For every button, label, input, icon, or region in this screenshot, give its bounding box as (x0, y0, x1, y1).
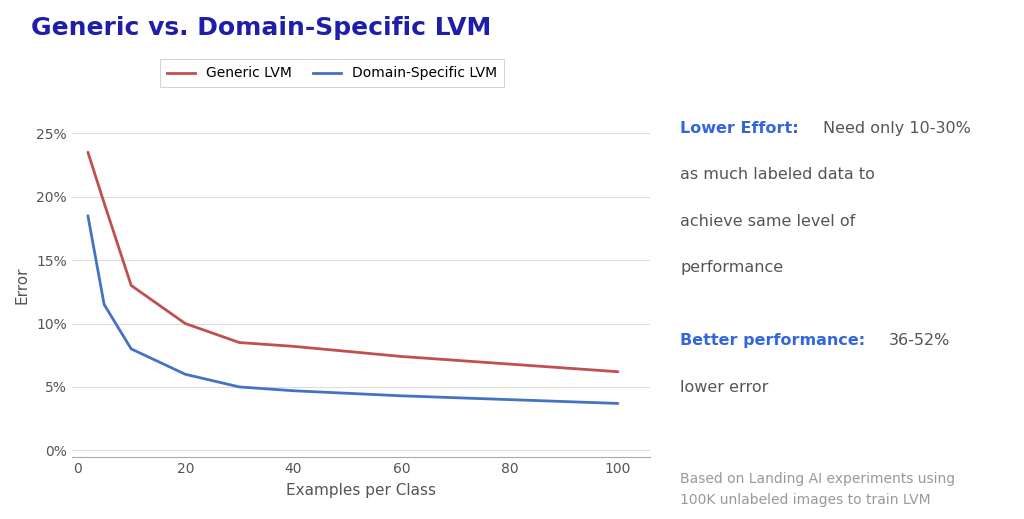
Text: lower error: lower error (680, 380, 769, 394)
Text: Need only 10-30%: Need only 10-30% (823, 121, 972, 136)
Text: achieve same level of: achieve same level of (680, 213, 855, 228)
Text: Lower Effort: Need only 10-30%: Lower Effort: Need only 10-30% (680, 121, 936, 136)
Text: Based on Landing AI experiments using
100K unlabeled images to train LVM: Based on Landing AI experiments using 10… (680, 472, 955, 507)
Text: 36-52%: 36-52% (889, 333, 950, 348)
Y-axis label: Error: Error (14, 267, 29, 304)
Text: Generic vs. Domain-Specific LVM: Generic vs. Domain-Specific LVM (31, 16, 490, 39)
X-axis label: Examples per Class: Examples per Class (286, 483, 436, 498)
Legend: Generic LVM, Domain-Specific LVM: Generic LVM, Domain-Specific LVM (161, 60, 504, 87)
Text: as much labeled data to: as much labeled data to (680, 167, 876, 182)
Text: performance: performance (680, 260, 783, 275)
Text: Better performance:: Better performance: (680, 333, 865, 348)
Text: Lower Effort:: Lower Effort: (680, 121, 799, 136)
